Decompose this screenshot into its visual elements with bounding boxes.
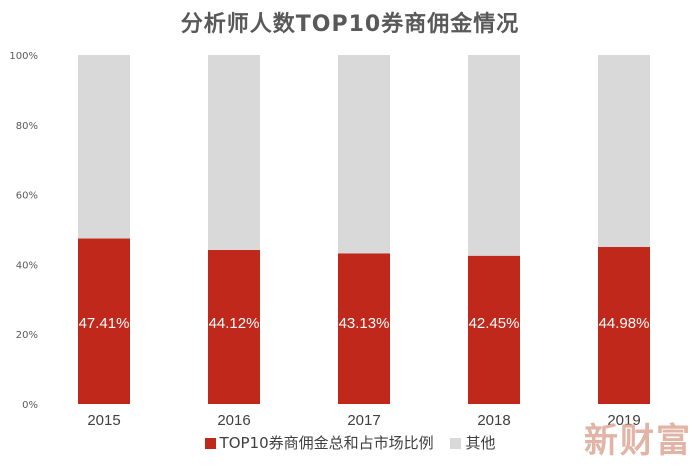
x-tick-label: 2015	[87, 412, 120, 429]
data-label: 43.13%	[339, 315, 390, 332]
legend-item-other: 其他	[450, 432, 495, 453]
legend-item-top10: TOP10券商佣金总和占市场比例	[204, 432, 434, 453]
bar-other-2017	[338, 55, 390, 254]
bar-other-2015	[78, 55, 130, 239]
legend-swatch-other	[450, 438, 462, 449]
y-tick-label: 0%	[22, 400, 38, 411]
bar-top10-2017	[338, 253, 390, 404]
y-tick-label: 40%	[16, 260, 38, 271]
bar-top10-2016	[208, 250, 260, 404]
x-tick-label: 2016	[217, 412, 250, 429]
legend-label-top10: TOP10券商佣金总和占市场比例	[219, 434, 434, 452]
bar-other-2016	[208, 55, 260, 251]
x-tick-label: 2017	[347, 412, 380, 429]
y-axis: 0% 20% 40% 60% 80% 100%	[9, 51, 38, 411]
x-axis: 2015 2016 2017 2018 2019	[87, 412, 640, 429]
chart-title: 分析师人数TOP10券商佣金情况	[180, 12, 520, 37]
y-tick-label: 80%	[16, 121, 38, 132]
bar-other-2019	[598, 55, 650, 248]
bar-top10-2018	[468, 255, 520, 404]
x-tick-label: 2019	[607, 412, 640, 429]
data-label: 44.98%	[599, 315, 650, 332]
data-label: 47.41%	[79, 315, 130, 332]
bar-top10-2019	[598, 247, 650, 404]
y-tick-label: 60%	[16, 191, 38, 202]
y-tick-label: 20%	[16, 330, 38, 341]
bar-top10-2015	[78, 238, 130, 404]
bar-group: 47.41% 44.12% 43.13% 42.45% 44.98%	[78, 55, 650, 404]
legend-label-other: 其他	[465, 434, 496, 452]
legend-swatch-top10	[204, 438, 216, 449]
x-tick-label: 2018	[477, 412, 510, 429]
bar-other-2018	[468, 55, 520, 256]
watermark-logo: 新财富	[584, 421, 692, 461]
data-label: 44.12%	[209, 315, 260, 332]
legend: TOP10券商佣金总和占市场比例 其他	[0, 432, 700, 453]
data-label: 42.45%	[469, 315, 520, 332]
y-tick-label: 100%	[9, 51, 38, 62]
